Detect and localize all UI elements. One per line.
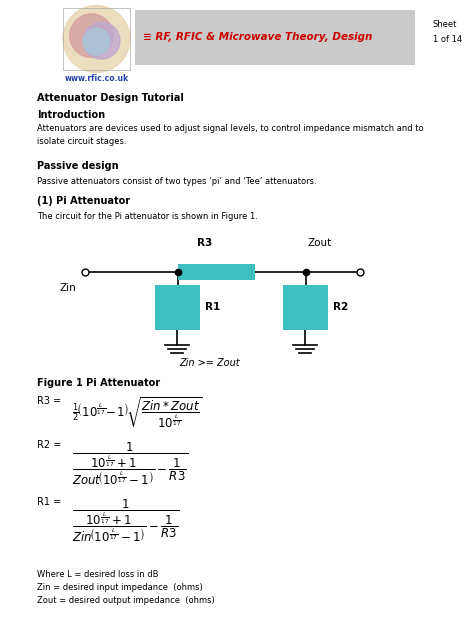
Text: R1: R1	[205, 303, 220, 312]
Text: $\dfrac{1}{\dfrac{10^{\frac{L}{17}}+1}{Zin\!\left(10^{\frac{L}{17}}-1\right)}-\d: $\dfrac{1}{\dfrac{10^{\frac{L}{17}}+1}{Z…	[72, 497, 180, 544]
Text: Where L = desired loss in dB: Where L = desired loss in dB	[37, 570, 158, 579]
Text: R2 =: R2 =	[37, 440, 61, 450]
Text: R1 =: R1 =	[37, 497, 61, 507]
Text: Figure 1 Pi Attenuator: Figure 1 Pi Attenuator	[37, 378, 160, 388]
Text: $\frac{1}{2}\!\left(10^{\frac{L}{17}}\!-\!1\right)\!\sqrt{\dfrac{Zin*Zout}{10^{\: $\frac{1}{2}\!\left(10^{\frac{L}{17}}\!-…	[72, 396, 203, 430]
Text: Introduction: Introduction	[37, 110, 105, 120]
Text: R3 =: R3 =	[37, 396, 61, 406]
Text: R2: R2	[333, 303, 348, 312]
Text: $\dfrac{1}{\dfrac{10^{\frac{L}{17}}+1}{Zout\!\left(10^{\frac{L}{17}}-1\right)}-\: $\dfrac{1}{\dfrac{10^{\frac{L}{17}}+1}{Z…	[72, 440, 188, 487]
Text: Zin: Zin	[60, 283, 77, 293]
Text: Zin >= Zout: Zin >= Zout	[180, 358, 240, 368]
Bar	[178, 264, 255, 280]
Text: Passive design: Passive design	[37, 161, 118, 171]
Text: The circuit for the Pi attenuator is shown in Figure 1.: The circuit for the Pi attenuator is sho…	[37, 212, 258, 221]
Text: 1 of 14: 1 of 14	[433, 35, 462, 44]
Text: Sheet: Sheet	[433, 20, 457, 29]
Text: Zout: Zout	[308, 238, 332, 248]
Text: Attenuator Design Tutorial: Attenuator Design Tutorial	[37, 93, 184, 103]
Text: Passive attenuators consist of two types ‘pi’ and ‘Tee’ attenuators.: Passive attenuators consist of two types…	[37, 177, 317, 186]
Circle shape	[83, 28, 110, 55]
Text: Zout = desired output impedance  (ohms): Zout = desired output impedance (ohms)	[37, 596, 215, 605]
Bar	[155, 285, 200, 330]
Text: Attenuators are devices used to adjust signal levels, to control impedance misma: Attenuators are devices used to adjust s…	[37, 124, 424, 145]
Circle shape	[63, 6, 130, 73]
Bar	[63, 8, 130, 70]
Text: ≡ RF, RFIC & Microwave Theory, Design: ≡ RF, RFIC & Microwave Theory, Design	[143, 32, 373, 42]
Text: R3: R3	[197, 238, 213, 248]
Text: www.rfic.co.uk: www.rfic.co.uk	[64, 74, 128, 83]
Text: (1) Pi Attenuator: (1) Pi Attenuator	[37, 196, 130, 206]
Bar	[135, 10, 415, 65]
Circle shape	[83, 22, 120, 59]
Bar	[283, 285, 328, 330]
Text: Zin = desired input impedance  (ohms): Zin = desired input impedance (ohms)	[37, 583, 203, 592]
Circle shape	[70, 14, 113, 58]
